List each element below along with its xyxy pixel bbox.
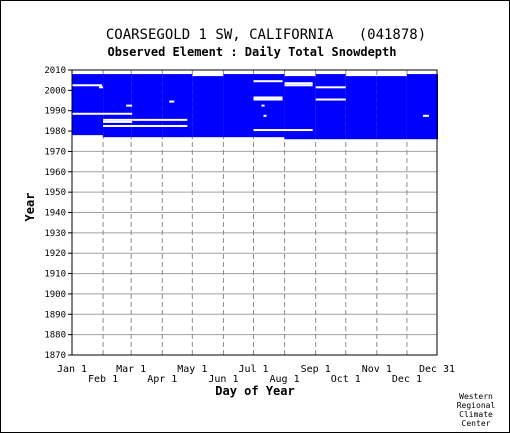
x-tick-label-lower-5: Oct 1 <box>331 374 361 385</box>
data-bar-jan <box>72 74 104 136</box>
x-tick-label-lower-4: Aug 1 <box>270 374 300 385</box>
missing-segment-4 <box>72 112 133 115</box>
missing-segment-10 <box>261 104 265 107</box>
data-bar-aug <box>284 76 316 140</box>
missing-segment-3 <box>126 104 133 107</box>
x-tick-label-lower-1: Feb 1 <box>88 374 118 385</box>
x-axis-label: Day of Year <box>215 384 294 398</box>
x-tick-label-upper-5: Sep 1 <box>301 364 331 375</box>
y-tick-label-1890: 1890 <box>44 310 66 320</box>
y-tick-label-1990: 1990 <box>44 107 66 117</box>
missing-segment-5 <box>103 118 133 121</box>
credit-block: Western Regional Climate Center <box>457 392 496 428</box>
missing-segment-2 <box>99 86 104 89</box>
x-tick-label-lower-3: Jun 1 <box>208 374 238 385</box>
y-tick-label-1880: 1880 <box>44 331 66 341</box>
missing-segment-7 <box>132 118 188 121</box>
credit-line-2: Regional <box>457 401 496 410</box>
missing-segment-1 <box>72 84 103 87</box>
missing-segment-8 <box>103 124 188 127</box>
x-tick-label-lower-2: Apr 1 <box>147 374 177 385</box>
data-bars <box>72 74 439 140</box>
data-bar-sep <box>315 74 346 140</box>
credit-line-1: Western <box>459 392 493 401</box>
y-tick-label-1940: 1940 <box>44 209 66 219</box>
missing-segment-6 <box>103 120 133 123</box>
chart-title: COARSEGOLD 1 SW, CALIFORNIA (041878) <box>106 27 426 43</box>
missing-segment-16 <box>284 82 313 85</box>
data-bar-nov <box>376 76 407 140</box>
missing-segment-17 <box>284 84 313 87</box>
missing-segment-11 <box>263 114 267 117</box>
x-tick-label-lower-6: Dec 1 <box>392 374 422 385</box>
data-bar-oct <box>345 76 377 140</box>
credit-line-4: Center <box>462 419 491 428</box>
y-axis-label: Year <box>23 193 37 222</box>
data-bar-jul <box>253 74 285 138</box>
y-tick-label-1960: 1960 <box>44 168 66 178</box>
y-tick-label-1970: 1970 <box>44 147 66 157</box>
chart-subtitle: Observed Element : Daily Total Snowdepth <box>108 45 397 59</box>
missing-data-segments <box>72 80 429 132</box>
missing-segment-15 <box>253 129 313 132</box>
missing-segment-20 <box>422 114 429 117</box>
y-tick-label-1930: 1930 <box>44 229 66 239</box>
missing-segment-19 <box>315 98 346 101</box>
missing-segment-14 <box>253 98 283 101</box>
y-tick-label-1950: 1950 <box>44 188 66 198</box>
y-tick-label-2010: 2010 <box>44 66 66 76</box>
data-bar-jun <box>223 74 254 138</box>
x-tick-label-upper-2: Mar 1 <box>116 364 146 375</box>
data-bar-may <box>192 76 224 138</box>
missing-segment-12 <box>253 80 283 83</box>
y-tick-label-2000: 2000 <box>44 86 66 96</box>
data-bar-dec <box>406 74 439 140</box>
x-tick-label-upper-7: Dec 31 <box>419 364 455 375</box>
y-tick-label-1920: 1920 <box>44 249 66 259</box>
credit-line-3: Climate <box>459 410 493 419</box>
data-bar-apr <box>162 74 193 138</box>
x-tick-label-upper-6: Nov 1 <box>362 364 392 375</box>
x-tick-label-upper-1: Jan 1 <box>57 364 87 375</box>
y-tick-label-1900: 1900 <box>44 290 66 300</box>
missing-segment-13 <box>253 96 283 99</box>
x-tick-label-upper-3: May 1 <box>177 364 207 375</box>
missing-segment-18 <box>315 86 346 89</box>
y-tick-label-1980: 1980 <box>44 127 66 137</box>
x-tick-label-upper-4: Jul 1 <box>238 364 268 375</box>
x-tick-labels: Jan 1 Mar 1 May 1 Jul 1 Sep 1 Nov 1 Dec 31 Feb … <box>57 364 455 385</box>
missing-segment-9 <box>169 100 175 103</box>
y-tick-labels: 1870 1880 1890 1900 1910 1920 1930 1940 1950 1960… <box>44 66 72 361</box>
data-bar-mar <box>131 74 163 138</box>
y-tick-label-1870: 1870 <box>44 351 66 361</box>
y-tick-label-1910: 1910 <box>44 270 66 280</box>
